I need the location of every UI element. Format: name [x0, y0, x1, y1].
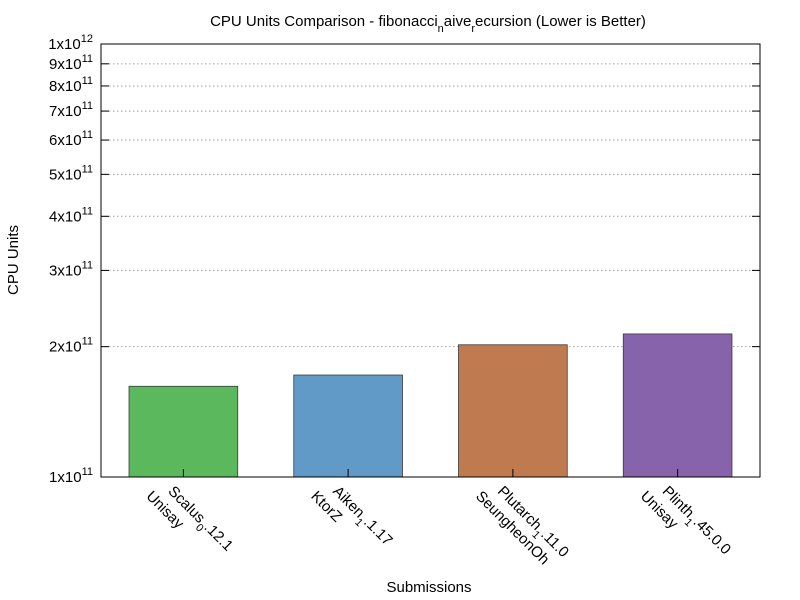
bar [458, 344, 568, 478]
y-tick-label: 4x1011 [49, 205, 93, 225]
y-tick-label: 3x1011 [49, 259, 93, 279]
x-category-label: Plinth1.45.0.0Unisay [637, 474, 734, 571]
y-ticks: 1x1011 2x1011 3x1011 4x1011 5x1011 6x1011 7x10… [48, 33, 760, 486]
x-axis-label: Submissions [386, 579, 471, 596]
x-category-label: Scalus0.12.1Unisay [143, 474, 237, 568]
x-category-label: Plutarch1.11.0SeungheonOh [472, 474, 572, 574]
bars-layer [128, 333, 733, 478]
bar [622, 333, 733, 478]
bar [293, 374, 403, 478]
plot-frame [100, 43, 761, 478]
x-category-label: Aiken1.1.17KtorZ [307, 474, 395, 562]
y-tick-label: 1x1012 [48, 33, 93, 53]
grid-layer [101, 63, 760, 348]
x-categories: Scalus0.12.1Unisay Aiken1.1.17KtorZ Plutar… [143, 474, 734, 574]
y-tick-label: 9x1011 [49, 53, 93, 73]
y-axis-label: CPU Units [5, 225, 22, 295]
bar [128, 385, 239, 478]
y-tick-label: 8x1011 [49, 75, 93, 95]
y-tick-label: 1x1011 [49, 466, 93, 486]
chart-title: CPU Units Comparison - fibonaccinaiverec… [210, 13, 646, 35]
y-tick-label: 7x1011 [49, 100, 93, 120]
y-tick-label: 6x1011 [49, 129, 93, 149]
y-tick-label: 5x1011 [49, 163, 93, 183]
y-tick-label: 2x1011 [49, 336, 93, 356]
